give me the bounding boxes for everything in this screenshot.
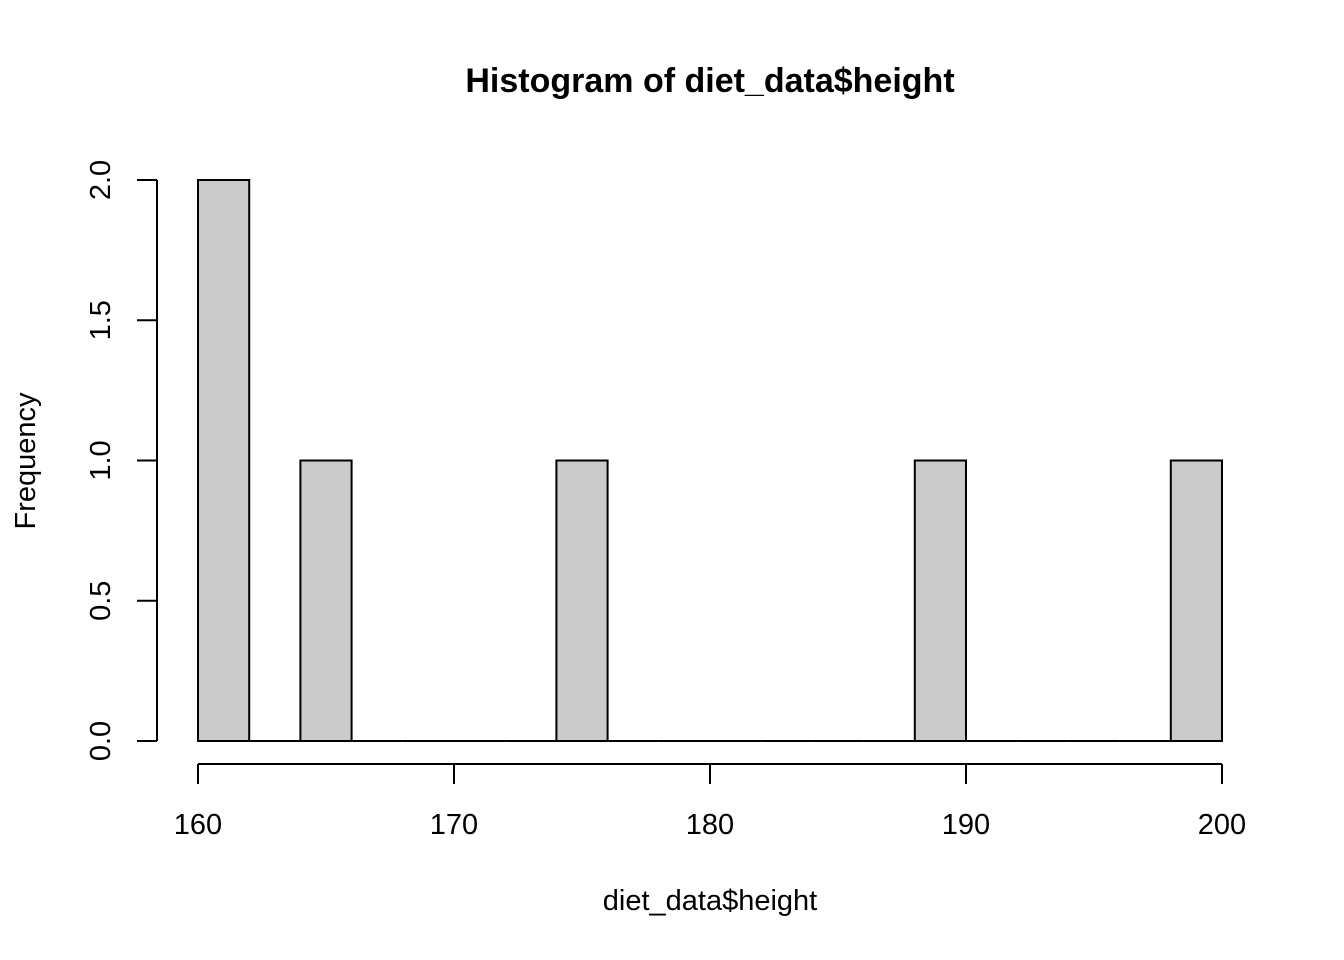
chart-title: Histogram of diet_data$height	[465, 62, 954, 100]
bars-group	[197, 179, 1224, 742]
x-axis: 160 170 180 190 200	[174, 763, 1246, 841]
x-tick-label: 170	[430, 809, 478, 841]
x-tick-label: 200	[1198, 809, 1246, 841]
histogram-bar-198-200	[1169, 459, 1224, 742]
x-tick-label: 180	[686, 809, 734, 841]
y-tick-label: 0.5	[85, 581, 117, 621]
y-tick-label: 0.0	[85, 721, 117, 761]
histogram-bar-164-166	[299, 459, 353, 742]
y-axis: 0.0 0.5 1.0 1.5 2.0	[85, 160, 158, 761]
histogram-bar-160-162	[197, 179, 251, 742]
x-tick-label: 190	[942, 809, 990, 841]
x-axis-title: diet_data$height	[603, 885, 817, 917]
y-tick-label: 1.5	[85, 300, 117, 340]
histogram-bar-174-176	[555, 459, 609, 742]
x-tick-label: 160	[174, 809, 222, 841]
y-tick-label: 2.0	[85, 160, 117, 200]
y-axis-title: Frequency	[10, 392, 42, 530]
y-tick-label: 1.0	[85, 440, 117, 480]
histogram-bar-188-190	[913, 459, 967, 742]
